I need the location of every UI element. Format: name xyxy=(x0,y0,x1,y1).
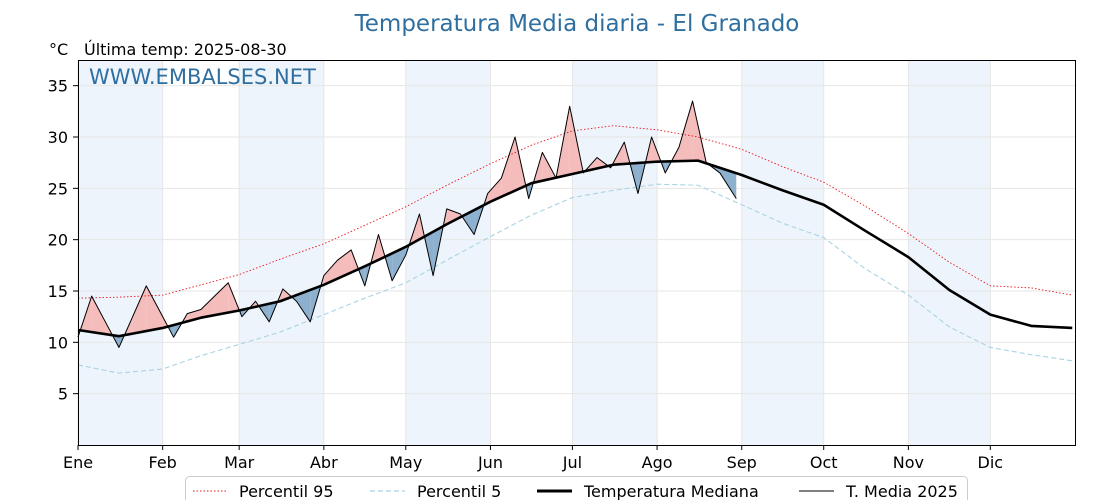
y-tick-label: 20 xyxy=(48,231,68,250)
legend-label-median: Temperatura Mediana xyxy=(583,482,759,500)
y-tick-label: 5 xyxy=(58,385,68,404)
x-tick-label: Dic xyxy=(978,453,1004,472)
grid-lines xyxy=(77,60,1075,445)
x-tick-label: Feb xyxy=(149,453,177,472)
above-median-fill xyxy=(214,282,229,316)
y-tick-label: 10 xyxy=(48,333,68,352)
month-bands xyxy=(78,60,991,445)
series-line-thin xyxy=(77,100,737,348)
above-median-fill xyxy=(678,101,693,162)
month-band xyxy=(741,60,824,445)
x-tick-label: May xyxy=(389,453,422,472)
y-axis: 5 10 15 20 25 30 35 xyxy=(48,77,78,404)
legend-frame xyxy=(185,476,968,500)
x-tick-label: Oct xyxy=(810,453,838,472)
plot-frame xyxy=(78,60,1076,446)
above-median-fill xyxy=(200,296,215,318)
month-band xyxy=(405,60,491,445)
legend-label-p5: Percentil 5 xyxy=(417,482,501,500)
chart-title: Temperatura Media diaria - El Granado xyxy=(354,11,800,37)
x-tick-label: Sep xyxy=(727,453,757,472)
x-tick-label: Ago xyxy=(642,453,673,472)
x-tick-label: Mar xyxy=(224,453,255,472)
above-median-fill xyxy=(337,249,352,279)
series-line-dashed xyxy=(77,183,1073,374)
series-line-dotted xyxy=(77,125,1073,299)
x-tick-label: Jul xyxy=(562,453,582,472)
series-lines xyxy=(77,100,1073,374)
y-tick-label: 30 xyxy=(48,128,68,147)
legend: Percentil 95 Percentil 5 Temperatura Med… xyxy=(185,476,968,500)
below-median-fill xyxy=(296,289,311,322)
y-tick-label: 35 xyxy=(48,77,68,96)
last-temp-label: Última temp: 2025-08-30 xyxy=(84,40,287,59)
unit-label: °C xyxy=(49,40,68,59)
month-band xyxy=(78,60,163,445)
x-axis: Ene Feb Mar Abr May Jun Jul Ago Sep Oct Nov Dic xyxy=(63,445,1003,472)
legend-label-2025: T. Media 2025 xyxy=(845,482,958,500)
month-band xyxy=(239,60,324,445)
above-median-fill xyxy=(132,285,147,334)
x-tick-label: Ene xyxy=(63,453,93,472)
above-median-fill xyxy=(91,296,106,335)
watermark: WWW.EMBALSES.NET xyxy=(89,65,316,89)
month-band xyxy=(572,60,658,445)
y-tick-label: 25 xyxy=(48,179,68,198)
legend-label-p95: Percentil 95 xyxy=(239,482,334,500)
x-tick-label: Abr xyxy=(310,453,338,472)
above-median-fill xyxy=(487,178,502,204)
y-tick-label: 15 xyxy=(48,282,68,301)
month-band xyxy=(908,60,991,445)
above-median-fill xyxy=(323,260,338,285)
above-median-fill xyxy=(501,137,516,197)
x-tick-label: Jun xyxy=(477,453,503,472)
above-median-fill xyxy=(146,285,160,332)
below-median-fill xyxy=(719,167,737,199)
x-tick-label: Nov xyxy=(893,453,924,472)
below-median-fill xyxy=(392,246,406,281)
